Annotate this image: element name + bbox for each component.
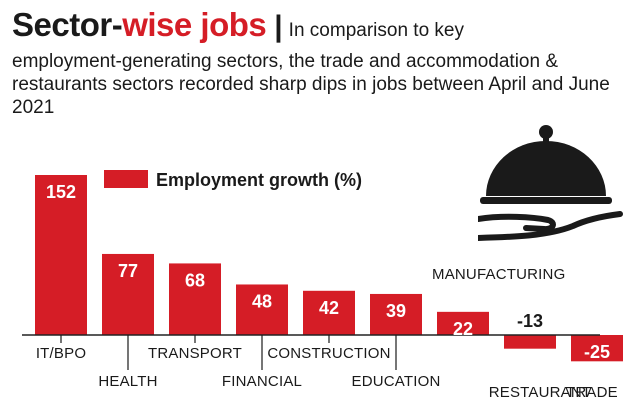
category-label-education: EDUCATION <box>351 373 440 390</box>
labels-layer: 152 IT/BPO 77 HEALTH 68 TRANSPORT 48 FINANCIAL 4… <box>36 182 618 401</box>
bar-it-bpo <box>35 175 87 335</box>
value-label-restaurant: -13 <box>517 311 543 331</box>
value-label-education: 39 <box>386 301 406 321</box>
bar-trade <box>571 335 623 362</box>
chart-title-part1: Sector- <box>12 6 123 43</box>
value-label-trade: -25 <box>584 342 610 362</box>
category-label-transport: TRANSPORT <box>148 345 242 362</box>
value-label-transport: 68 <box>185 270 205 290</box>
bar-education <box>370 293 422 335</box>
chart-subtitle: employment-generating sectors, the trade… <box>12 51 610 118</box>
value-label-health: 77 <box>118 261 138 281</box>
chart-subtitle-first: In comparison to key <box>288 20 464 41</box>
value-label-financial: 48 <box>252 291 272 311</box>
bar-transport <box>169 263 221 335</box>
category-label-manufacturing: MANUFACTURING <box>432 266 565 283</box>
bar-health <box>102 253 154 335</box>
chart-header: Sector-wise jobs | In comparison to key em… <box>12 6 612 119</box>
category-label-restaurant: RESTAURANT <box>489 384 592 401</box>
chart-legend: Employment growth (%) <box>104 170 362 190</box>
title-line: Sector-wise jobs | In comparison to key <box>12 6 612 50</box>
bar-restaurant <box>504 335 556 349</box>
title-separator: | <box>274 10 283 43</box>
legend-swatch <box>104 170 148 188</box>
category-label-health: HEALTH <box>98 373 157 390</box>
category-label-it-bpo: IT/BPO <box>36 345 86 362</box>
ticks-layer <box>60 335 397 370</box>
bar-manufacturing <box>437 311 489 335</box>
category-label-trade: TRADE <box>566 384 618 401</box>
value-label-construction: 42 <box>319 298 339 318</box>
chart-title-part2: wise jobs <box>122 6 267 43</box>
legend-label: Employment growth (%) <box>156 170 362 190</box>
cloche-icon <box>478 125 623 241</box>
bar-construction <box>303 290 355 335</box>
category-label-financial: FINANCIAL <box>222 373 302 390</box>
category-label-construction: CONSTRUCTION <box>267 345 390 362</box>
bar-financial <box>236 284 288 335</box>
value-label-manufacturing: 22 <box>453 319 473 339</box>
bars-layer <box>35 175 623 362</box>
value-label-it-bpo: 152 <box>46 182 76 202</box>
